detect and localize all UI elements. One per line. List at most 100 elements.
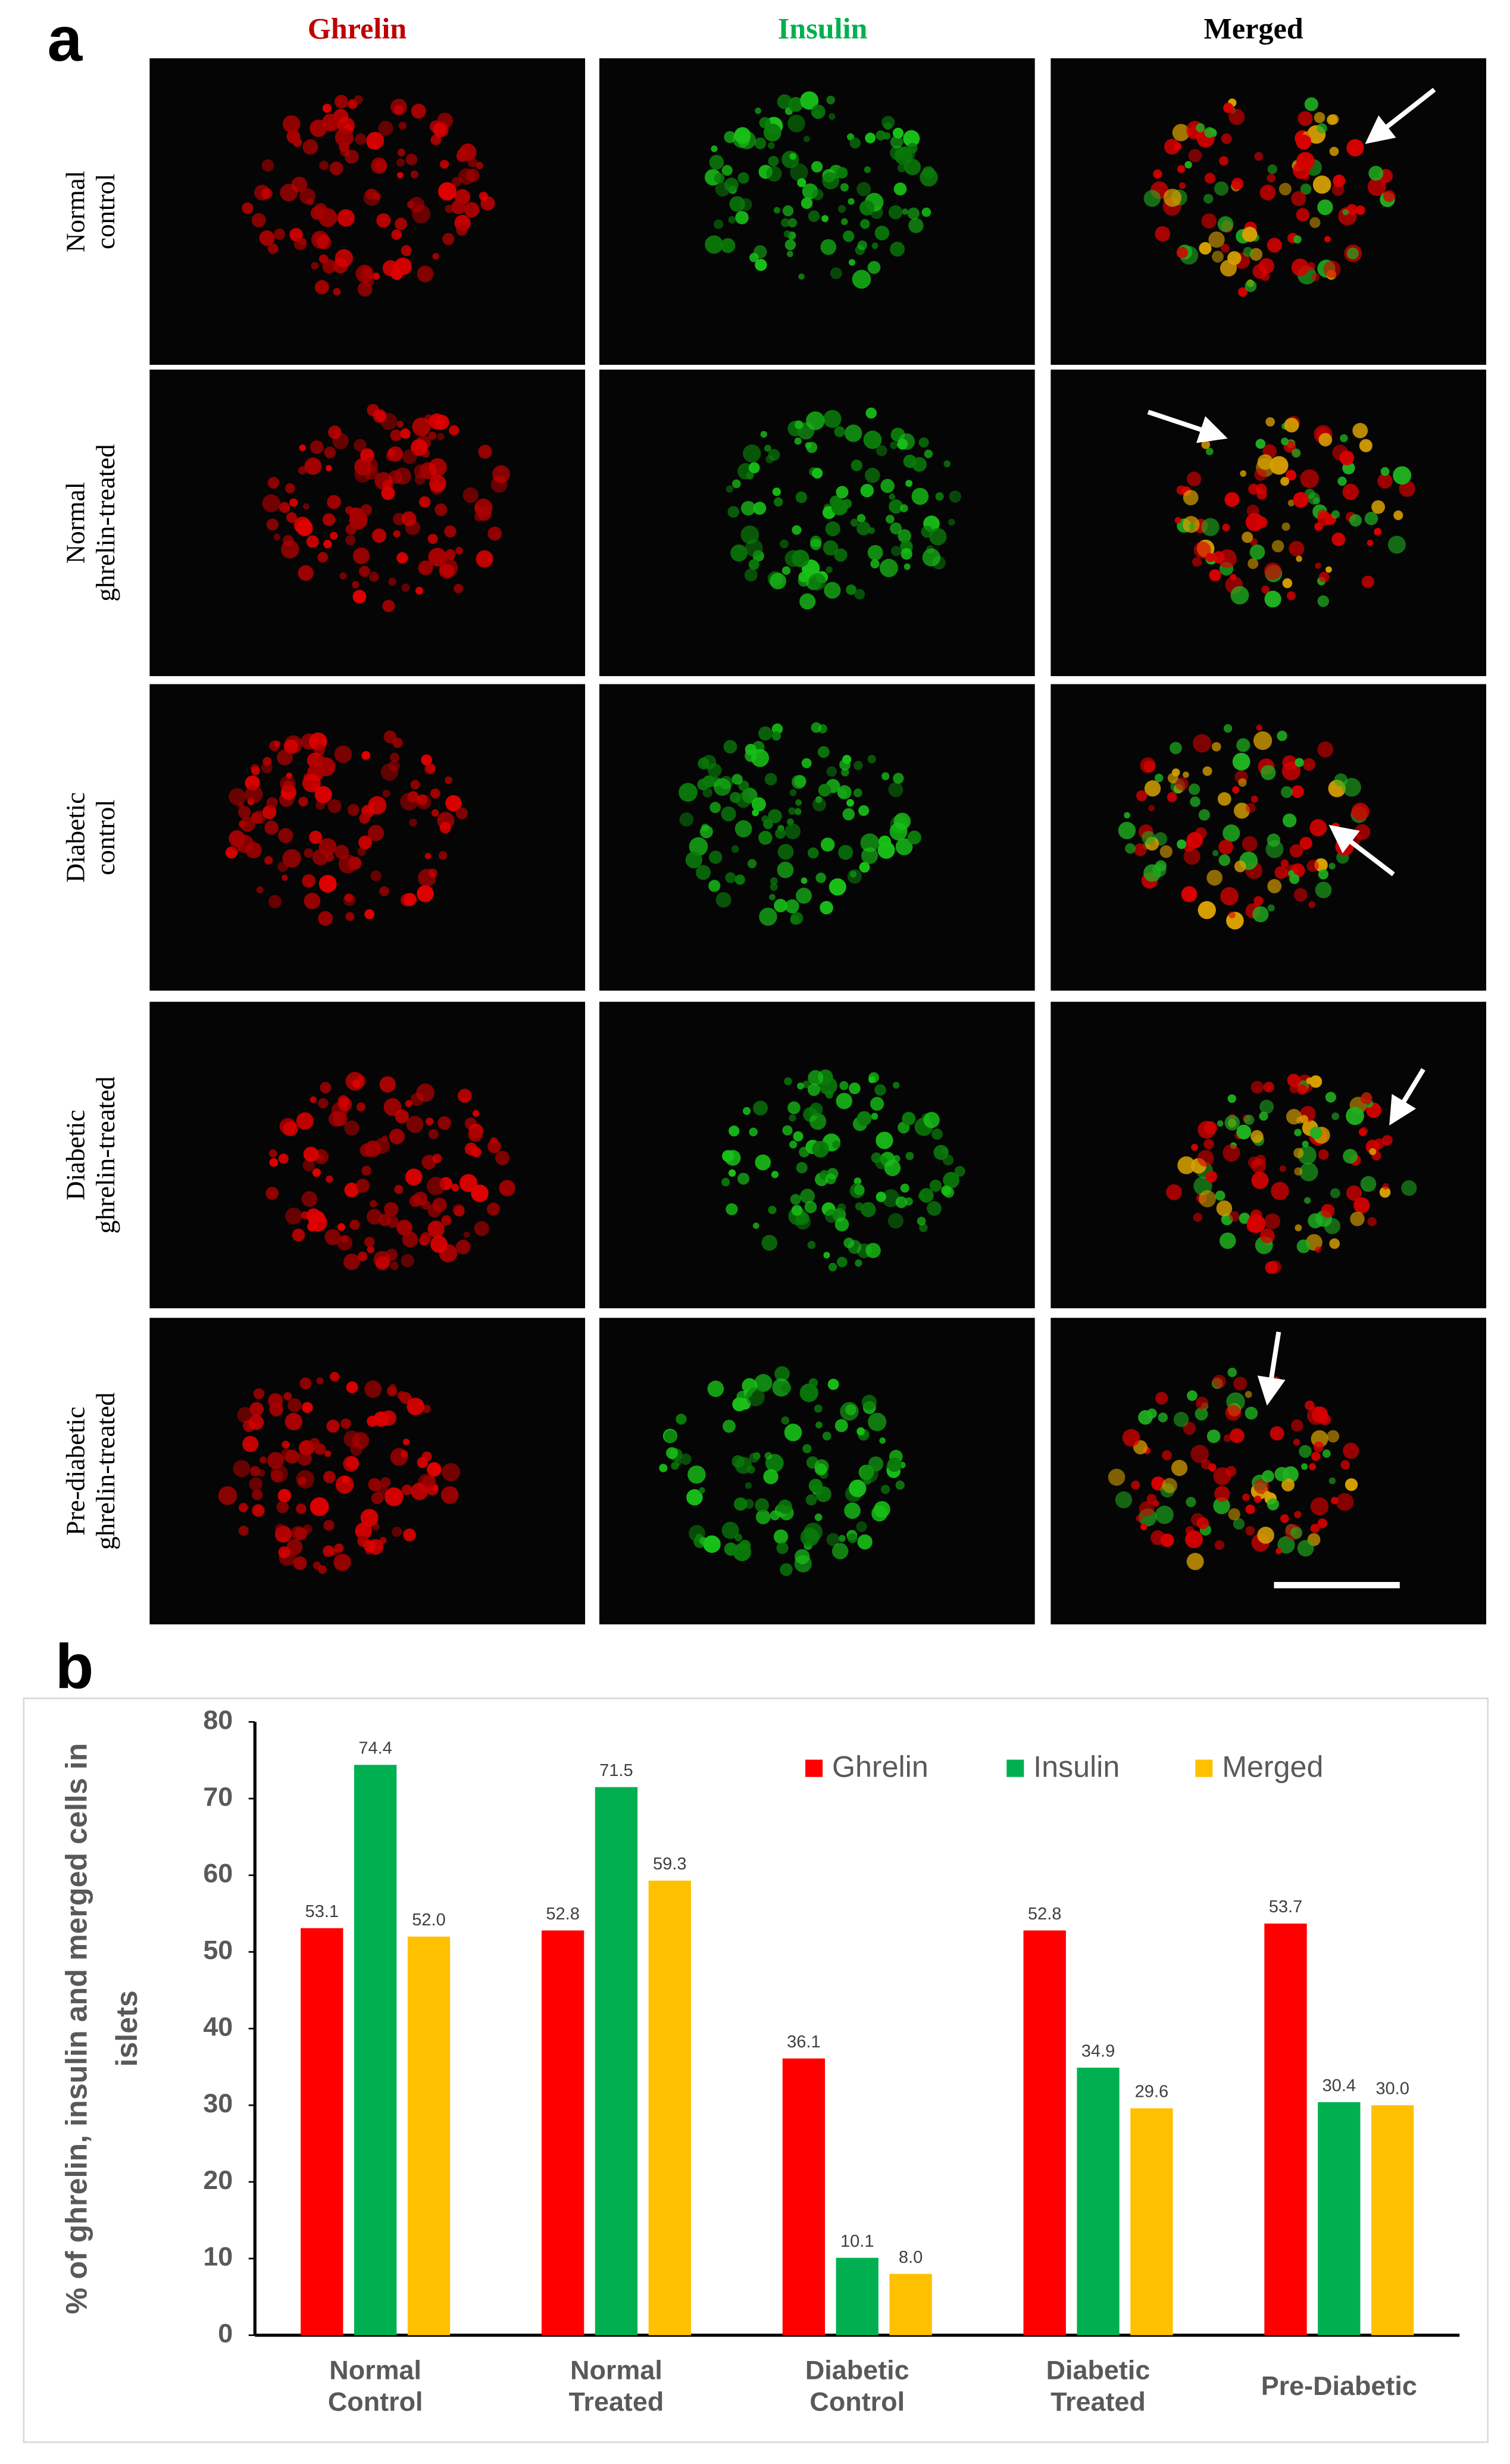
cell: [832, 1140, 840, 1149]
cell: [1187, 1390, 1198, 1401]
cell: [837, 1203, 846, 1212]
column-header: Ghrelin: [308, 11, 407, 45]
cell: [312, 1168, 321, 1177]
cell: [723, 1419, 736, 1433]
cell: [721, 806, 736, 822]
cell: [445, 776, 452, 784]
cell: [433, 123, 447, 136]
cell: [1340, 1460, 1350, 1469]
cell: [318, 911, 333, 926]
cell: [807, 1083, 821, 1096]
cell: [1148, 805, 1155, 812]
cell: [731, 1455, 745, 1468]
cell: [1115, 1491, 1133, 1509]
cell: [487, 1139, 501, 1153]
cell: [393, 105, 404, 115]
cell: [262, 805, 277, 820]
cell: [784, 239, 796, 251]
cell: [1136, 790, 1148, 802]
cell: [487, 526, 502, 541]
cell: [492, 465, 510, 483]
cell: [941, 1147, 949, 1155]
cell: [428, 431, 437, 440]
cell: [748, 559, 759, 570]
cell: [780, 539, 789, 549]
cell: [1298, 111, 1313, 126]
cell: [1264, 1490, 1271, 1498]
bar: [1023, 1930, 1066, 2335]
cell: [456, 807, 468, 820]
cell: [1337, 476, 1347, 486]
cell: [1256, 724, 1263, 731]
cell: [771, 723, 783, 734]
cell: [410, 170, 419, 179]
row-label: Normal control: [60, 170, 120, 252]
cell: [800, 1189, 815, 1204]
cell: [893, 773, 904, 784]
cell: [385, 1249, 398, 1261]
cell: [1379, 1186, 1391, 1198]
cell: [393, 530, 401, 538]
cell: [679, 783, 698, 802]
cell: [471, 1147, 482, 1158]
cell: [1302, 758, 1315, 771]
cell: [689, 1525, 705, 1542]
cell: [1359, 439, 1373, 452]
cell: [344, 149, 359, 164]
cell: [411, 104, 426, 119]
cell: [1195, 1407, 1208, 1421]
cell: [1125, 843, 1136, 854]
cell: [873, 1501, 890, 1518]
cell: [495, 1150, 510, 1165]
cell: [379, 886, 390, 896]
y-tick-label: 50: [203, 1934, 233, 1965]
cell: [414, 474, 425, 485]
cell: [314, 280, 329, 295]
cell: [864, 166, 871, 173]
cell: [1118, 821, 1136, 840]
cell: [724, 177, 739, 192]
cell: [918, 1223, 928, 1233]
x-tick-label: Pre-Diabetic: [1261, 2371, 1417, 2402]
cell: [397, 148, 406, 157]
cell: [337, 1223, 346, 1231]
value-label: 34.9: [1081, 2041, 1115, 2060]
cell: [442, 1463, 461, 1482]
cell: [736, 792, 752, 808]
cell: [824, 1209, 839, 1223]
cell: [323, 1545, 334, 1557]
cell: [1214, 1540, 1224, 1550]
cell: [349, 507, 359, 517]
cell: [810, 539, 822, 551]
cell: [1162, 1450, 1173, 1461]
cell: [1308, 901, 1315, 908]
cell: [390, 1261, 399, 1270]
cell: [324, 446, 336, 459]
cell: [807, 1240, 816, 1249]
cell: [1181, 886, 1198, 902]
cell: [1342, 778, 1361, 797]
cell: [233, 1460, 251, 1478]
cell: [323, 539, 332, 549]
cell: [865, 467, 880, 483]
cell: [811, 161, 823, 173]
cell: [464, 202, 480, 218]
cell: [1131, 1480, 1140, 1490]
cell: [745, 749, 757, 762]
cell: [776, 1542, 789, 1555]
cell: [1279, 1165, 1286, 1172]
cell: [345, 535, 356, 546]
cell: [337, 209, 355, 227]
cell: [356, 1102, 366, 1112]
cell: [1212, 1375, 1226, 1389]
cell: [1177, 839, 1187, 849]
cell: [764, 1452, 773, 1460]
cell: [261, 762, 273, 774]
cell: [1310, 1497, 1329, 1516]
row-label: Pre-diabetic ghrelin-treated: [60, 1393, 120, 1550]
cell: [296, 520, 313, 536]
micrograph-background: [599, 684, 1035, 991]
cell: [702, 787, 713, 798]
cell: [1223, 824, 1240, 842]
cell: [1314, 522, 1323, 531]
